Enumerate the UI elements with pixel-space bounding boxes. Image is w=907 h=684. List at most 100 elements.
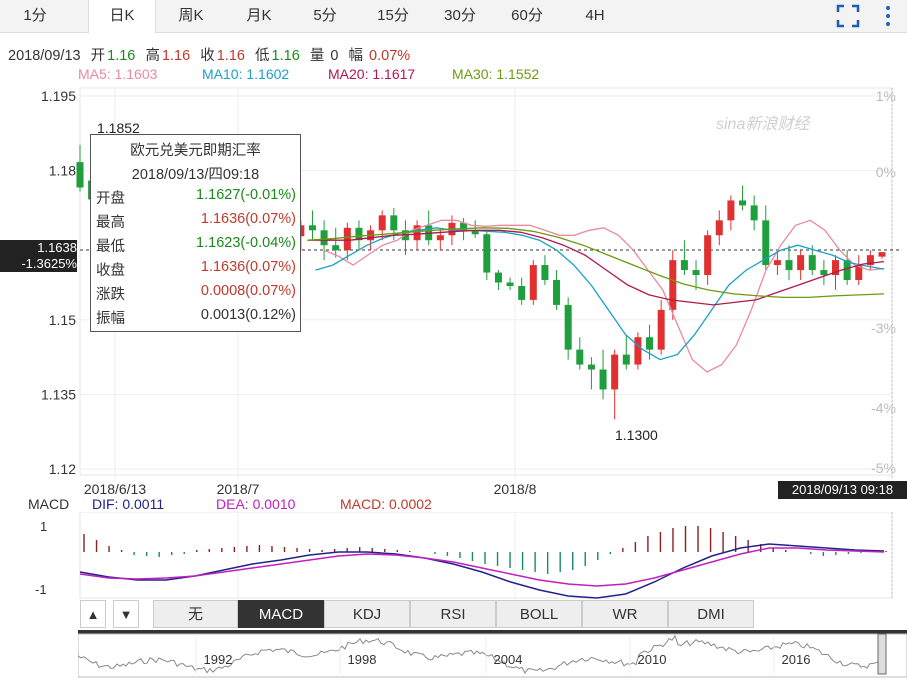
candle[interactable] (332, 227, 340, 258)
y-tick-label: 1.18 (49, 163, 76, 179)
macd-tick-top: 1 (40, 519, 47, 534)
candle[interactable] (576, 337, 584, 370)
ma20-legend: MA20: 1.1617 (328, 66, 416, 82)
amplitude-label: 幅 (348, 48, 364, 64)
dif-line (79, 543, 885, 599)
candle[interactable] (308, 210, 316, 241)
ma5-line (323, 219, 885, 373)
macd-value-legend: MACD: 0.0002 (340, 496, 432, 512)
y-tick-label: 1.195 (41, 88, 76, 104)
candle[interactable] (541, 255, 549, 285)
candle[interactable] (855, 255, 863, 285)
dea-line (79, 547, 885, 587)
macd-tick-bottom: -1 (35, 582, 47, 597)
macd-title: MACD (28, 496, 70, 512)
candle[interactable] (843, 250, 851, 285)
tooltip-row-label: 涨跌 (96, 287, 125, 303)
candle[interactable] (878, 252, 886, 259)
candle[interactable] (587, 357, 595, 390)
fullscreen-icon[interactable] (836, 4, 860, 28)
tooltip-row-value: 1.1623(-0.04%) (196, 235, 296, 251)
candle[interactable] (564, 297, 572, 360)
candle[interactable] (611, 349, 619, 420)
y-tick-label: 1.135 (41, 386, 76, 402)
low-label: 低 (255, 48, 270, 64)
candle[interactable] (750, 195, 758, 231)
candle[interactable] (471, 220, 479, 238)
navigator-top-bar (78, 630, 907, 634)
navigator-year-label: 2016 (782, 652, 811, 667)
indicator-tab-dmi[interactable]: DMI (668, 600, 754, 628)
candle[interactable] (483, 230, 491, 281)
open-label: 开 (90, 48, 106, 64)
indicator-tab-rsi[interactable]: RSI (410, 600, 496, 628)
tooltip-title: 欧元兑美元即期汇率 (130, 143, 261, 159)
navigator-history-line (78, 634, 883, 674)
candle[interactable] (692, 260, 700, 290)
macd-chart[interactable]: 1 -1 (0, 512, 907, 602)
y-tick-label: 1.12 (49, 461, 76, 477)
tab-daily-k[interactable]: 日K (88, 0, 156, 33)
navigator-handle[interactable] (877, 633, 887, 675)
candle[interactable] (76, 144, 84, 192)
candle[interactable] (773, 250, 781, 276)
candle[interactable] (634, 332, 642, 370)
candle[interactable] (808, 245, 816, 276)
ma10-legend: MA10: 1.1602 (202, 66, 290, 82)
candle[interactable] (657, 299, 665, 355)
indicator-tab-macd[interactable]: MACD (238, 600, 324, 628)
indicator-tab-none[interactable]: 无 (153, 600, 238, 628)
y-tick-label: 1.15 (49, 312, 76, 328)
candle[interactable] (518, 277, 526, 305)
tooltip-row-value: 1.1627(-0.01%) (196, 187, 296, 203)
indicator-tab-boll[interactable]: BOLL (496, 600, 582, 628)
high-label: 高 (145, 48, 160, 64)
scroll-down-button[interactable]: ▼ (113, 600, 139, 628)
tooltip-row-label: 最低 (96, 239, 125, 255)
open-value: 1.16 (107, 48, 136, 64)
candle[interactable] (436, 230, 444, 251)
quote-date: 2018/09/13 (8, 48, 81, 64)
candle[interactable] (797, 250, 805, 281)
candle[interactable] (401, 220, 409, 256)
candle[interactable] (727, 195, 735, 231)
more-menu-icon[interactable] (876, 4, 900, 28)
candle[interactable] (494, 270, 502, 290)
tab-weekly-k[interactable]: 周K (178, 7, 204, 24)
amplitude-value: 0.07% (369, 48, 411, 64)
candle[interactable] (820, 260, 828, 285)
scroll-up-button[interactable]: ▲ (80, 600, 106, 628)
pct-tick-label: 1% (876, 88, 896, 104)
tab-4h[interactable]: 4H (585, 7, 605, 24)
tab-60min[interactable]: 60分 (511, 7, 543, 24)
candle[interactable] (622, 334, 630, 370)
candle[interactable] (506, 277, 514, 290)
candle[interactable] (680, 240, 688, 276)
tab-1min[interactable]: 1分 (23, 7, 47, 24)
range-navigator[interactable]: 1992 1998 2004 2010 2016 (78, 630, 907, 678)
candle[interactable] (413, 220, 421, 251)
candle[interactable] (715, 210, 723, 246)
candle[interactable] (355, 220, 363, 251)
candle[interactable] (599, 349, 607, 400)
candle[interactable] (785, 245, 793, 281)
candle[interactable] (425, 210, 433, 246)
tab-15min[interactable]: 15分 (377, 7, 409, 24)
tab-monthly-k[interactable]: 月K (246, 7, 272, 24)
candle[interactable] (739, 185, 747, 211)
candle[interactable] (529, 260, 537, 305)
candle[interactable] (669, 250, 677, 320)
candle[interactable] (343, 222, 351, 261)
ma10-line (315, 227, 885, 361)
candlestick-chart[interactable]: 1.195 1.18 1.15 1.135 1.12 1% 0% -3% -4% -5% 2018/… (0, 84, 907, 504)
tab-30min[interactable]: 30分 (444, 7, 476, 24)
candle[interactable] (553, 270, 561, 310)
indicator-tab-wr[interactable]: WR (582, 600, 668, 628)
x-tick-label: 2018/6/13 (84, 481, 146, 497)
tab-5min[interactable]: 5分 (313, 7, 337, 24)
candle[interactable] (378, 210, 386, 241)
indicator-tab-kdj[interactable]: KDJ (324, 600, 410, 628)
max-price-label: 1.1852 (97, 120, 140, 136)
candle[interactable] (704, 230, 712, 285)
pct-tick-label: -5% (871, 460, 896, 476)
